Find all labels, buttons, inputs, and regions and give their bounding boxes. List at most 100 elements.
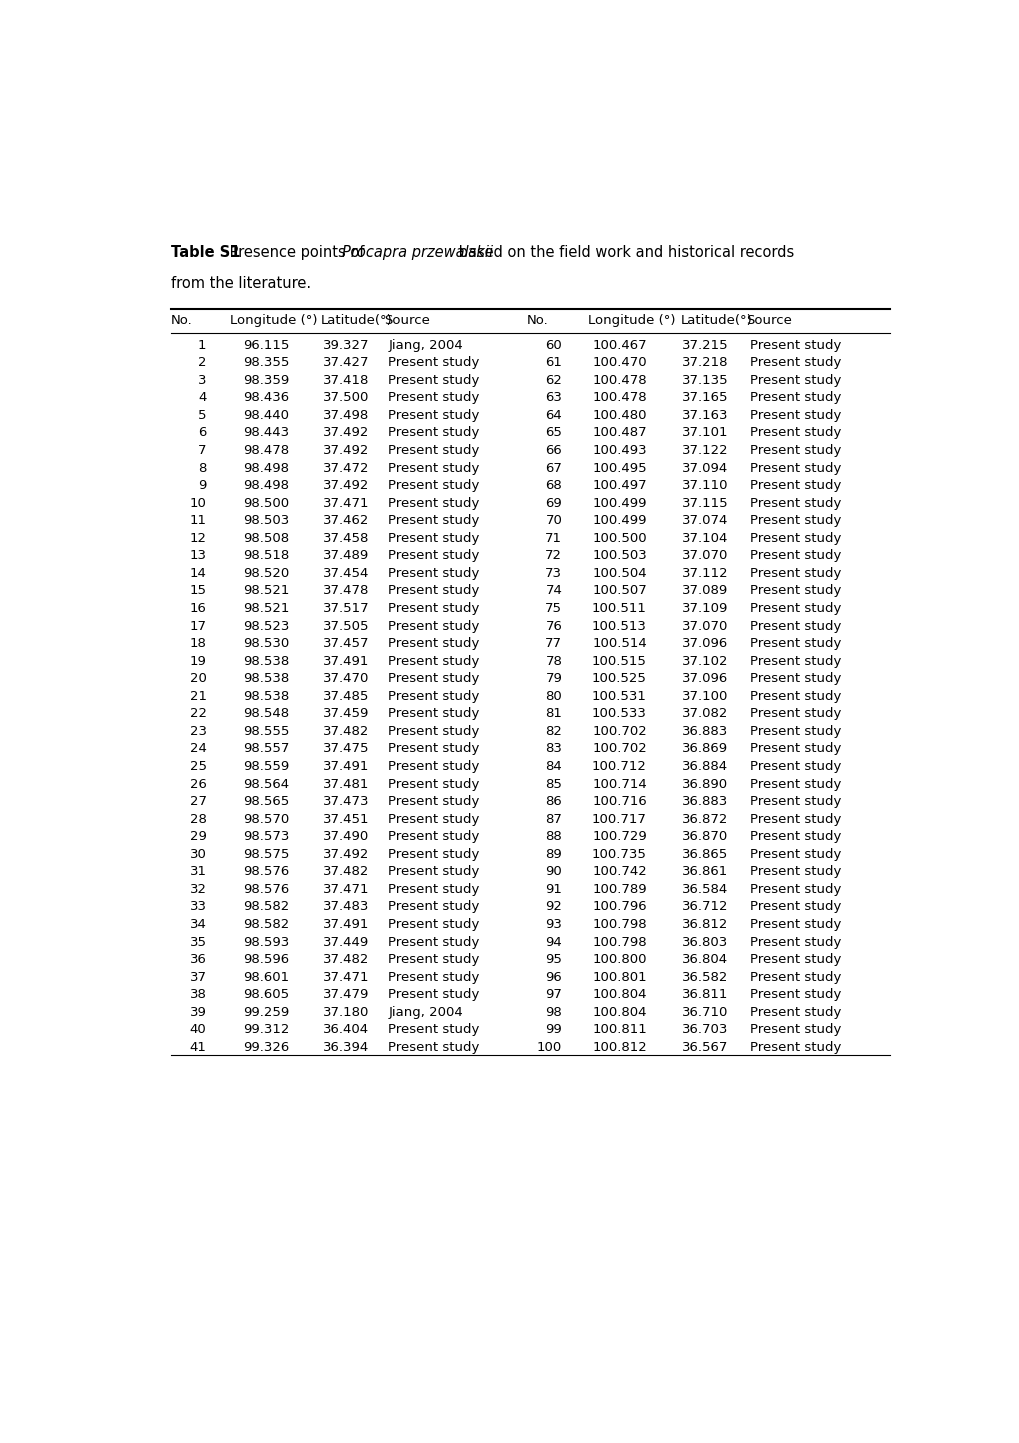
Text: 98.538: 98.538: [244, 672, 289, 685]
Text: Longitude (°): Longitude (°): [230, 315, 318, 328]
Text: Present study: Present study: [388, 866, 479, 879]
Text: 100.514: 100.514: [591, 638, 646, 651]
Text: 36: 36: [190, 954, 206, 967]
Text: 100.798: 100.798: [592, 935, 646, 948]
Text: Present study: Present study: [388, 672, 479, 685]
Text: Present study: Present study: [749, 848, 841, 861]
Text: 32: 32: [190, 883, 206, 896]
Text: 100.495: 100.495: [592, 462, 646, 475]
Text: 37.485: 37.485: [322, 690, 369, 703]
Text: 6: 6: [198, 427, 206, 440]
Text: 100.717: 100.717: [591, 812, 646, 825]
Text: 98.538: 98.538: [244, 655, 289, 668]
Text: 98.503: 98.503: [244, 514, 289, 527]
Text: 37.492: 37.492: [322, 479, 369, 492]
Text: 93: 93: [545, 918, 561, 931]
Text: 100.493: 100.493: [592, 444, 646, 457]
Text: 36.865: 36.865: [682, 848, 728, 861]
Text: 92: 92: [545, 900, 561, 913]
Text: Present study: Present study: [749, 812, 841, 825]
Text: Present study: Present study: [749, 1006, 841, 1019]
Text: Jiang, 2004: Jiang, 2004: [388, 339, 463, 352]
Text: 18: 18: [190, 638, 206, 651]
Text: Present study: Present study: [388, 444, 479, 457]
Text: 90: 90: [545, 866, 561, 879]
Text: Present study: Present study: [749, 795, 841, 808]
Text: 28: 28: [190, 812, 206, 825]
Text: Present study: Present study: [388, 638, 479, 651]
Text: Present study: Present study: [749, 339, 841, 352]
Text: 37.427: 37.427: [322, 356, 369, 369]
Text: 37.094: 37.094: [682, 462, 728, 475]
Text: 37.096: 37.096: [682, 638, 728, 651]
Text: 37.492: 37.492: [322, 427, 369, 440]
Text: 72: 72: [545, 550, 561, 563]
Text: Present study: Present study: [388, 971, 479, 984]
Text: 37.100: 37.100: [682, 690, 729, 703]
Text: 77: 77: [545, 638, 561, 651]
Text: 100.716: 100.716: [591, 795, 646, 808]
Text: Present study: Present study: [388, 690, 479, 703]
Text: Present study: Present study: [388, 532, 479, 545]
Text: 68: 68: [545, 479, 561, 492]
Text: 76: 76: [545, 619, 561, 632]
Text: 81: 81: [545, 707, 561, 720]
Text: 98.570: 98.570: [244, 812, 289, 825]
Text: 100.796: 100.796: [592, 900, 646, 913]
Text: 26: 26: [190, 778, 206, 791]
Text: 37.492: 37.492: [322, 444, 369, 457]
Text: 37.459: 37.459: [322, 707, 369, 720]
Text: Present study: Present study: [388, 619, 479, 632]
Text: 23: 23: [190, 724, 206, 737]
Text: 98.559: 98.559: [244, 760, 289, 773]
Text: Present study: Present study: [749, 971, 841, 984]
Text: 41: 41: [190, 1040, 206, 1053]
Text: 98.436: 98.436: [244, 391, 289, 404]
Text: 64: 64: [545, 408, 561, 421]
Text: 98.523: 98.523: [243, 619, 289, 632]
Text: Present study: Present study: [388, 883, 479, 896]
Text: 100.487: 100.487: [592, 427, 646, 440]
Text: Presence points of: Presence points of: [224, 245, 369, 260]
Text: 37.104: 37.104: [682, 532, 729, 545]
Text: 99.312: 99.312: [243, 1023, 289, 1036]
Text: 86: 86: [545, 795, 561, 808]
Text: 37.471: 37.471: [322, 496, 369, 509]
Text: 36.883: 36.883: [682, 795, 728, 808]
Text: 98.521: 98.521: [243, 602, 289, 615]
Text: 8: 8: [198, 462, 206, 475]
Text: 100: 100: [536, 1040, 561, 1053]
Text: 37.517: 37.517: [322, 602, 369, 615]
Text: Present study: Present study: [388, 374, 479, 387]
Text: 69: 69: [545, 496, 561, 509]
Text: 37.102: 37.102: [682, 655, 729, 668]
Text: 36.890: 36.890: [682, 778, 728, 791]
Text: 100.804: 100.804: [592, 988, 646, 1001]
Text: Present study: Present study: [388, 988, 479, 1001]
Text: Present study: Present study: [388, 462, 479, 475]
Text: Present study: Present study: [749, 444, 841, 457]
Text: 100.499: 100.499: [592, 496, 646, 509]
Text: 37.491: 37.491: [322, 760, 369, 773]
Text: 37.483: 37.483: [322, 900, 369, 913]
Text: 98.548: 98.548: [244, 707, 289, 720]
Text: Present study: Present study: [749, 988, 841, 1001]
Text: Present study: Present study: [749, 584, 841, 597]
Text: 100.478: 100.478: [592, 391, 646, 404]
Text: 37.454: 37.454: [322, 567, 369, 580]
Text: 65: 65: [545, 427, 561, 440]
Text: 98.557: 98.557: [243, 743, 289, 756]
Text: Present study: Present study: [749, 760, 841, 773]
Text: 37.462: 37.462: [322, 514, 369, 527]
Text: 37.109: 37.109: [682, 602, 729, 615]
Text: 36.712: 36.712: [682, 900, 729, 913]
Text: 100.702: 100.702: [591, 743, 646, 756]
Text: 67: 67: [545, 462, 561, 475]
Text: 78: 78: [545, 655, 561, 668]
Text: 36.811: 36.811: [682, 988, 729, 1001]
Text: 100.503: 100.503: [591, 550, 646, 563]
Text: 97: 97: [545, 988, 561, 1001]
Text: 37.110: 37.110: [682, 479, 729, 492]
Text: 13: 13: [190, 550, 206, 563]
Text: 3: 3: [198, 374, 206, 387]
